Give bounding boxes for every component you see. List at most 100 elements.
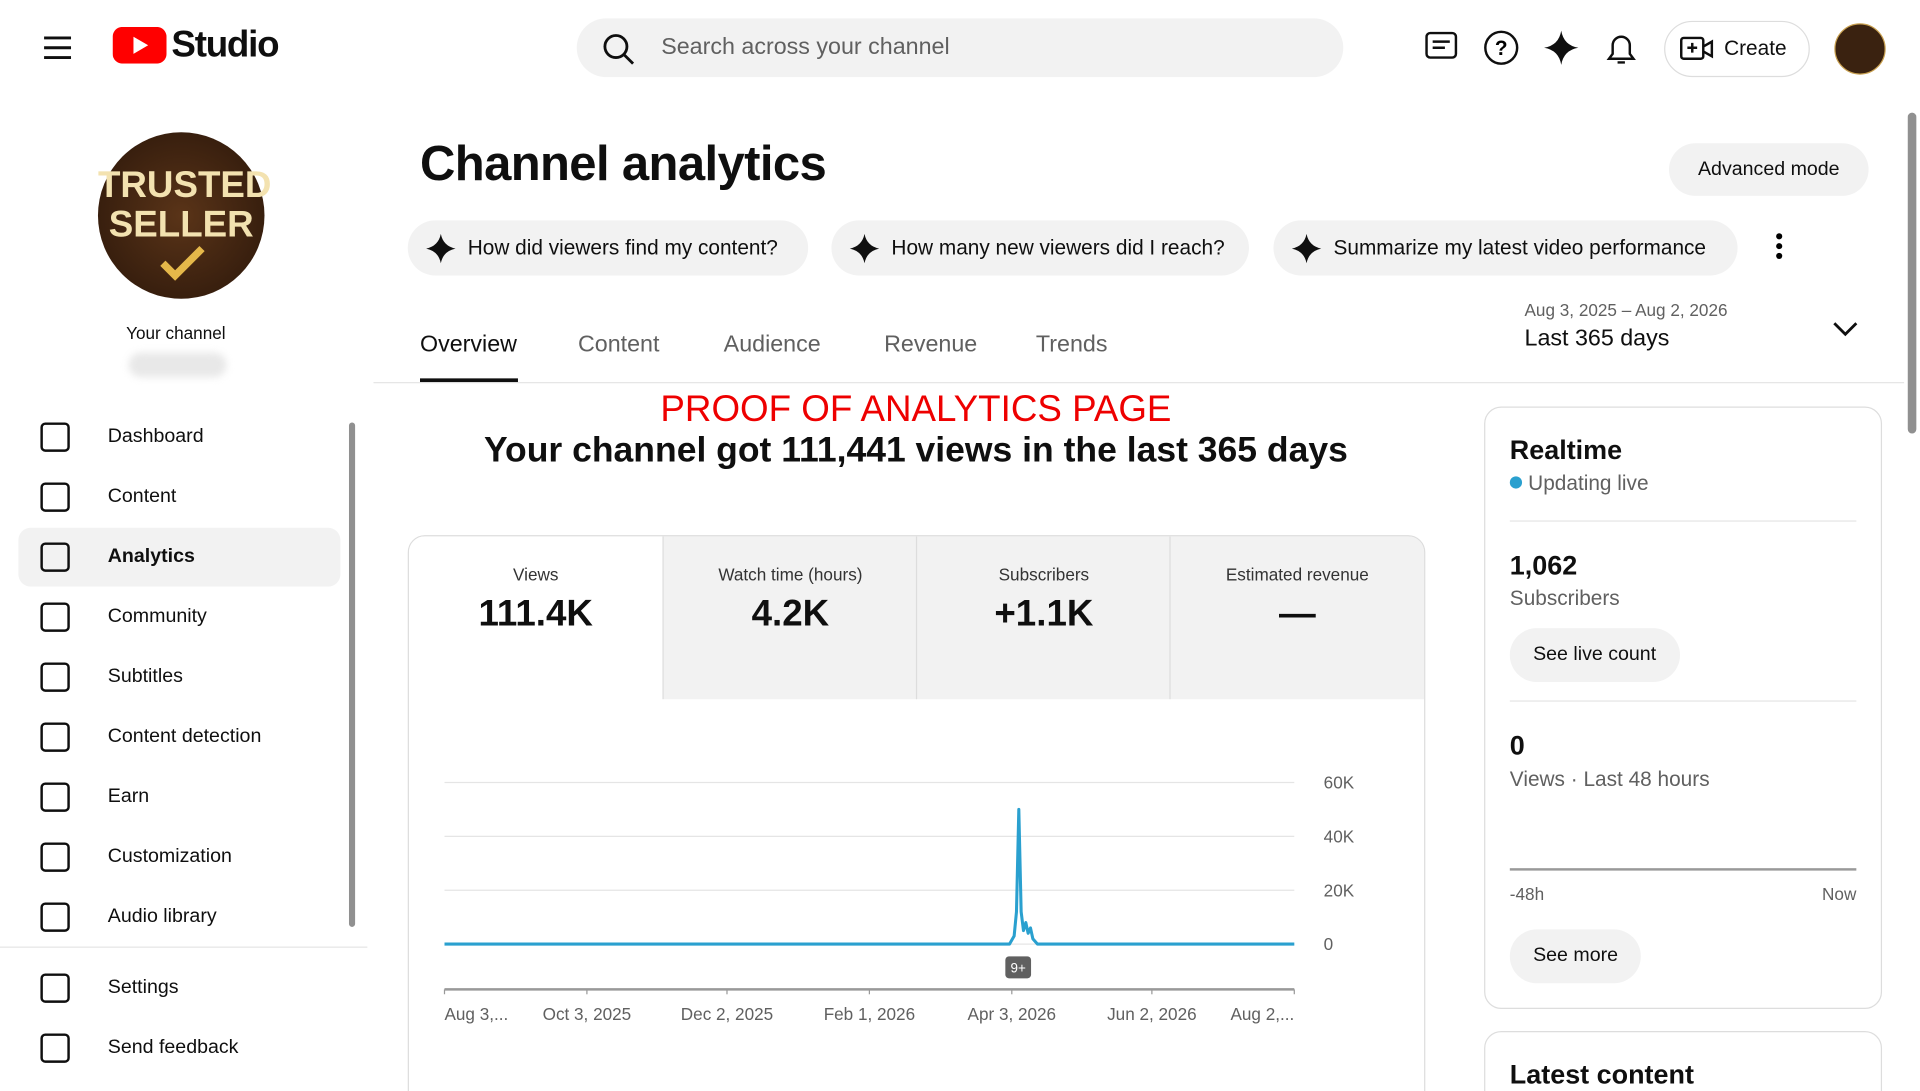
more-icon[interactable]	[1773, 233, 1785, 260]
nav-item[interactable]: Send feedback	[18, 1019, 340, 1078]
chevron[interactable]	[1832, 320, 1859, 337]
axis-start: -48h	[1509, 884, 1545, 904]
metric-cell[interactable]: Views 111.4K	[408, 536, 663, 700]
views-value: 0	[1509, 729, 1525, 761]
check-icon	[160, 245, 205, 281]
nav-item[interactable]: Content detection	[18, 708, 340, 767]
page-title: Channel analytics	[420, 137, 827, 192]
avatar-text: TRUSTED	[97, 165, 272, 206]
prompt-chip[interactable]: Summarize my latest video performance	[1273, 220, 1738, 276]
live-dot	[1509, 476, 1523, 489]
spark-icon	[1291, 233, 1322, 264]
tab[interactable]: Revenue	[884, 331, 978, 358]
headline: Your channel got 111,441 views in the la…	[484, 431, 1348, 471]
prompt-text: Summarize my latest video performance	[1333, 236, 1707, 260]
metric-cell[interactable]: Watch time (hours) 4.2K	[662, 536, 918, 700]
nav-item[interactable]: Settings	[18, 959, 340, 1018]
account-avatar[interactable]	[1834, 23, 1886, 75]
avatar-text: SELLER	[108, 204, 254, 245]
header-icons[interactable]: ?	[1420, 27, 1653, 69]
nav-label: Dashboard	[107, 426, 204, 447]
nav-icon	[40, 973, 70, 1003]
metric-cell[interactable]: Estimated revenue —	[1169, 536, 1425, 700]
realtime-title: Realtime	[1509, 434, 1623, 466]
menu-icon[interactable]	[42, 34, 74, 61]
create-icon	[1680, 36, 1714, 61]
nav-label: Send feedback	[107, 1037, 239, 1058]
divider	[1509, 520, 1857, 522]
y-tick-label: 0	[1324, 934, 1334, 954]
nav-icon	[40, 902, 70, 932]
nav-item[interactable]: Earn	[18, 768, 340, 827]
divider	[373, 382, 1905, 384]
spark-icon	[849, 233, 880, 264]
create-button[interactable]: Create	[1664, 20, 1810, 78]
nav-icon	[40, 602, 70, 632]
prompt-chip[interactable]: How many new viewers did I reach?	[831, 220, 1249, 276]
prompt-text: How did viewers find my content?	[467, 236, 778, 260]
badge-label: 9+	[1011, 960, 1026, 975]
x-tick-label: Apr 3, 2026	[968, 1004, 1057, 1024]
views-line	[444, 807, 1295, 946]
live-count-button[interactable]: See live count	[1509, 628, 1680, 683]
nav-icon	[40, 722, 70, 752]
nav-icon	[40, 542, 70, 572]
prompt-text: How many new viewers did I reach?	[891, 236, 1225, 260]
advanced-button[interactable]: Advanced mode	[1668, 143, 1869, 196]
prompt-chip[interactable]: How did viewers find my content?	[407, 220, 809, 276]
nav-label: Analytics	[107, 546, 195, 567]
nav-item[interactable]: Subtitles	[18, 648, 340, 707]
nav-icon	[40, 662, 70, 692]
x-tick-label: Aug 2,...	[1230, 1004, 1294, 1024]
tab[interactable]: Trends	[1035, 331, 1108, 358]
divider	[0, 946, 368, 948]
nav-item[interactable]: Audio library	[18, 888, 340, 947]
nav-item[interactable]: Dashboard	[18, 408, 340, 467]
x-tick-label: Dec 2, 2025	[681, 1004, 773, 1024]
nav-icon	[40, 482, 70, 512]
nav-item[interactable]: Content	[18, 468, 340, 527]
tab[interactable]: Audience	[723, 331, 821, 358]
nav-item[interactable]: Customization	[18, 828, 340, 887]
nav-label: Customization	[107, 846, 232, 867]
y-tick-label: 40K	[1324, 826, 1355, 846]
nav-label: Community	[107, 606, 207, 627]
metric-cell[interactable]: Subscribers +1.1K	[915, 536, 1171, 700]
nav-item[interactable]: Community	[18, 588, 340, 647]
metric-value: +1.1K	[994, 593, 1094, 635]
channel-avatar[interactable]: TRUSTED SELLER	[97, 132, 272, 299]
realtime-axis	[1509, 868, 1857, 871]
metric-value: 4.2K	[751, 593, 830, 635]
nav-label: Content detection	[107, 726, 262, 747]
latest-title: Latest content	[1509, 1059, 1694, 1090]
sidebar-scrollbar	[348, 422, 356, 927]
y-tick-label: 60K	[1324, 773, 1355, 793]
views-label: Views · Last 48 hours	[1509, 767, 1710, 792]
nav-icon	[40, 422, 70, 452]
metric-value: 111.4K	[478, 593, 593, 635]
tab[interactable]: Content	[577, 331, 660, 358]
axis-end: Now	[1822, 884, 1857, 904]
latest-card: Latest content	[1484, 1031, 1883, 1091]
see-more-button[interactable]: See more	[1509, 929, 1642, 984]
date-label[interactable]: Last 365 days	[1524, 325, 1670, 352]
search-box[interactable]: Search across your channel	[576, 18, 1344, 78]
search-icon	[603, 34, 635, 65]
subs-label: Subscribers	[1509, 586, 1620, 610]
nav-label: Content	[107, 486, 177, 507]
nav-item[interactable]: Analytics	[18, 527, 341, 587]
x-tick-label: Oct 3, 2025	[543, 1004, 632, 1024]
metric-label: Watch time (hours)	[718, 564, 863, 585]
yt-logo[interactable]	[112, 26, 167, 64]
channel-name-blur	[128, 352, 227, 378]
tab[interactable]: Overview	[420, 331, 517, 358]
date-range: Aug 3, 2025 – Aug 2, 2026	[1524, 300, 1728, 320]
nav-icon	[40, 1033, 70, 1063]
search-placeholder: Search across your channel	[661, 34, 950, 61]
svg-text:?: ?	[1495, 37, 1508, 60]
nav-label: Earn	[107, 786, 150, 807]
page-scrollbar	[1907, 112, 1917, 434]
x-tick-label: Aug 3,...	[444, 1004, 508, 1024]
badge	[1005, 956, 1032, 979]
